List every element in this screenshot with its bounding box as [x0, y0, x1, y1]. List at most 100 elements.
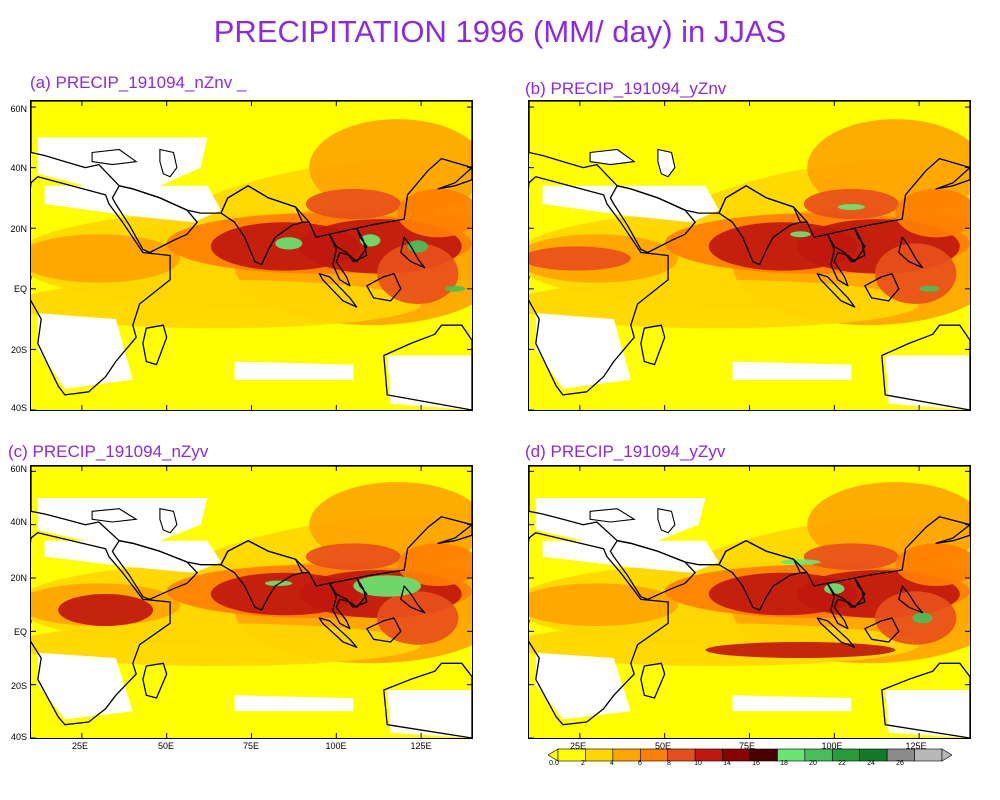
dry-area [37, 652, 133, 720]
chart-title: PRECIPITATION 1996 (MM/ day) in JJAS [213, 14, 787, 49]
precip-area [353, 575, 422, 597]
panel-b-title: (b) PRECIP_191094_yZnv [525, 79, 727, 98]
coastline [328, 577, 368, 630]
inland-sea [589, 508, 636, 523]
inland-sea [589, 148, 636, 166]
precip-area [912, 612, 933, 624]
coastline [31, 101, 472, 263]
colorbar-label-0: 0.0 [549, 760, 559, 767]
panel-c-map [30, 465, 473, 739]
dry-area [732, 361, 852, 380]
colorbar-label-20: 20 [809, 760, 817, 767]
coastline [318, 617, 358, 648]
coastline [881, 324, 970, 410]
coastline [437, 166, 472, 190]
precip-area [837, 204, 865, 210]
coastline [383, 324, 472, 410]
panel-a-map [30, 100, 473, 411]
coastline [31, 466, 472, 608]
coastline [864, 617, 900, 643]
coastline [400, 236, 426, 269]
coastline [816, 617, 856, 648]
inland-sea [91, 148, 138, 166]
lon-tick-d-75e: 75E [738, 741, 755, 751]
lat-tick-c-40n: 40N [10, 517, 27, 527]
lat-tick-a-40n: 40N [10, 163, 27, 173]
dry-area [542, 185, 719, 223]
coastline [640, 662, 666, 699]
coastline [864, 273, 900, 302]
precip-area [377, 591, 459, 645]
colorbar [547, 748, 953, 772]
coastline [898, 236, 924, 269]
dry-area [387, 690, 472, 738]
lat-tick-a-60n: 60N [10, 104, 27, 114]
precip-area [275, 237, 303, 250]
coastline [142, 662, 168, 699]
dry-area [387, 355, 472, 410]
precip-area [529, 279, 920, 329]
colorbar-label-26: 26 [896, 760, 904, 767]
dry-area [234, 361, 354, 380]
precip-area [919, 285, 940, 292]
precip-area [397, 188, 472, 238]
coastline [826, 227, 866, 287]
lat-tick-a-20s: 20S [10, 345, 27, 355]
coastline [142, 324, 168, 366]
precip-area [875, 243, 957, 304]
dry-area [234, 695, 354, 712]
precip-area [705, 642, 896, 658]
dry-area [885, 355, 970, 410]
coastline [529, 101, 970, 263]
precip-area [895, 543, 970, 586]
inland-sea [91, 508, 138, 523]
lat-tick-a-40s: 40S [10, 403, 27, 413]
coastline [366, 273, 402, 302]
inland-sea [159, 148, 178, 178]
coastline [366, 617, 402, 643]
lon-tick-c-50e: 50E [157, 741, 174, 751]
panel-c-title: (c) PRECIP_191094_nZyv [8, 442, 209, 461]
precip-area [31, 623, 422, 666]
colorbar-label-6: 6 [638, 760, 642, 767]
dry-area [732, 695, 852, 712]
lat-tick-c-60n: 60N [10, 464, 27, 474]
precip-area [824, 583, 845, 594]
coastline [529, 176, 669, 396]
colorbar-swatch [914, 748, 943, 762]
precip-area [31, 234, 181, 283]
precip-area [31, 279, 422, 329]
dry-area [535, 652, 631, 720]
coastline [529, 532, 669, 726]
precip-area [305, 188, 401, 220]
colorbar-label-16: 16 [752, 760, 760, 767]
coastline [529, 466, 970, 608]
dry-area [44, 185, 221, 223]
precip-area [397, 543, 472, 586]
inland-sea [657, 148, 676, 178]
precip-area [529, 583, 679, 626]
lon-tick-c-75e: 75E [242, 741, 259, 751]
precip-area [803, 543, 899, 570]
lon-tick-d-50e: 50E [654, 741, 671, 751]
lon-tick-c-25e: 25E [71, 741, 88, 751]
lat-tick-c-20s: 20S [10, 681, 27, 691]
lon-tick-d-100e: 100E [821, 741, 843, 751]
precip-area [58, 594, 154, 626]
coastline [816, 273, 856, 308]
inland-sea [159, 508, 178, 534]
dry-area [885, 690, 970, 738]
dry-area [44, 540, 221, 573]
lon-tick-d-25e: 25E [569, 741, 586, 751]
lon-tick-c-125e: 125E [410, 741, 432, 751]
coastline [935, 524, 970, 544]
panel-d-title: (d) PRECIP_191094_yZyv [525, 442, 726, 461]
coastline [640, 324, 666, 366]
dry-area [542, 540, 719, 573]
inland-sea [657, 508, 676, 534]
lon-tick-c-100e: 100E [325, 741, 347, 751]
colorbar-swatches [547, 748, 953, 762]
colorbar-label-10: 10 [694, 760, 702, 767]
panel-d-map [528, 465, 971, 739]
coastline [935, 166, 970, 190]
